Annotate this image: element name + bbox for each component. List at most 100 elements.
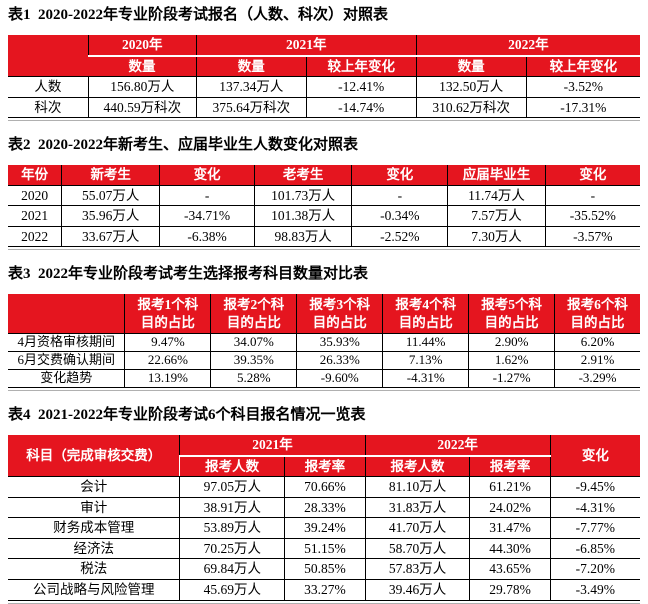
header-cell: 报考3个科目的占比 [296, 294, 383, 334]
data-cell: 53.89万人 [179, 517, 285, 539]
data-cell: 7.57万人 [447, 205, 546, 227]
data-cell: 33.27% [284, 578, 366, 601]
header-cell: 变化 [549, 435, 640, 477]
data-cell: 9.47% [124, 333, 211, 353]
header-cell: 报考率 [469, 455, 551, 477]
data-cell: 39.24% [284, 517, 366, 539]
data-cell: -4.31% [382, 369, 469, 389]
header-cell: 数量 [88, 55, 197, 77]
data-cell: 70.25万人 [179, 537, 285, 560]
data-cell: 61.21% [469, 476, 551, 498]
header-cell: 报考率 [284, 455, 366, 477]
data-cell: 2.90% [468, 333, 555, 353]
row-label: 税法 [8, 558, 180, 580]
header-cell: 2020年 [87, 35, 197, 57]
table-row: 2020 55.07万人 - 101.73万人 - 11.74万人 - [8, 184, 640, 207]
data-cell: 98.83万人 [253, 225, 352, 248]
header-cell: 数量 [415, 55, 527, 77]
table4-year-row: 科目（完成审核交费） 2021年 2022年 变化 [8, 435, 640, 477]
data-cell: 50.85% [284, 558, 366, 580]
data-cell: 156.80万人 [87, 76, 197, 98]
data-cell: 34.07% [210, 333, 297, 353]
data-cell: 38.91万人 [179, 496, 285, 519]
row-label: 2020 [8, 184, 62, 207]
data-cell: -9.45% [549, 476, 640, 498]
data-cell: -3.52% [525, 76, 640, 98]
data-cell: 1.62% [468, 351, 555, 371]
header-cell: 2021年 [179, 435, 366, 457]
data-cell: -3.57% [544, 225, 640, 248]
table2-title: 表2 2020-2022年新考生、应届毕业生人数变化对照表 [8, 137, 358, 154]
data-cell: 35.93% [296, 333, 383, 353]
header-cell: 年份 [8, 165, 62, 186]
header-cell: 变化 [544, 165, 640, 186]
table-row: 2021 35.96万人 -34.71% 101.38万人 -0.34% 7.5… [8, 205, 640, 227]
data-cell: 22.66% [124, 351, 211, 371]
data-cell: - [351, 184, 448, 207]
data-cell: 39.46万人 [364, 578, 470, 601]
table3-wrap: 报考1个科目的占比 报考2个科目的占比 报考3个科目的占比 报考4个科目的占比 … [8, 294, 640, 392]
data-cell: 45.69万人 [179, 578, 285, 601]
header-cell: 变化 [159, 165, 255, 186]
table2-header-row: 年份 新考生 变化 老考生 变化 应届毕业生 变化 [8, 165, 640, 186]
data-cell: -34.71% [159, 205, 255, 227]
data-cell: 101.73万人 [253, 184, 352, 207]
header-cell: 科目（完成审核交费） [8, 435, 180, 477]
header-cell: 2022年 [364, 435, 551, 457]
table-row: 审计 38.91万人 28.33% 31.83万人 24.02% -4.31% [8, 496, 640, 519]
table4-wrap: 科目（完成审核交费） 2021年 2022年 变化 报考人数 报考率 报考人数 … [8, 435, 640, 604]
table3-title: 表3 2022年专业阶段考试考生选择报考科目数量对比表 [8, 266, 369, 283]
data-cell: - [159, 184, 255, 207]
row-label: 审计 [8, 496, 180, 519]
table1-section: 表1 2020-2022年专业阶段考试报名（人数、科次）对照表 2020年 20… [8, 6, 640, 122]
table1-subheader-row: 数量 数量 较上年变化 数量 较上年变化 [8, 55, 640, 77]
table-row: 4月资格审核期间 9.47% 34.07% 35.93% 11.44% 2.90… [8, 333, 640, 353]
data-cell: 375.64万科次 [195, 96, 307, 119]
data-cell: 55.07万人 [61, 184, 160, 207]
table4-subheader-row: 报考人数 报考率 报考人数 报考率 [8, 455, 640, 477]
header-cell: 数量 [195, 55, 307, 77]
data-cell: 11.44% [382, 333, 469, 353]
data-cell: -3.49% [549, 578, 640, 601]
data-cell: 43.65% [469, 558, 551, 580]
table-row: 人数 156.80万人 137.34万人 -12.41% 132.50万人 -3… [8, 76, 640, 98]
row-label: 6月交费确认期间 [8, 351, 125, 371]
table-row: 经济法 70.25万人 51.15% 58.70万人 44.30% -6.85% [8, 537, 640, 560]
row-label: 财务成本管理 [8, 517, 180, 539]
table2-wrap: 年份 新考生 变化 老考生 变化 应届毕业生 变化 2020 55.07万人 -… [8, 165, 640, 251]
table4-section: 表4 2021-2022年专业阶段考试6个科目报名情况一览表 科目（完成审核交费… [8, 406, 640, 604]
data-cell: 97.05万人 [179, 476, 285, 498]
data-cell: 5.28% [210, 369, 297, 389]
table-row: 2022 33.67万人 -6.38% 98.83万人 -2.52% 7.30万… [8, 225, 640, 248]
data-cell: -14.74% [305, 96, 417, 119]
table3-header-row: 报考1个科目的占比 报考2个科目的占比 报考3个科目的占比 报考4个科目的占比 … [8, 294, 640, 334]
header-cell: 应届毕业生 [447, 165, 546, 186]
table-row: 科次 440.59万科次 375.64万科次 -14.74% 310.62万科次… [8, 96, 640, 119]
data-cell: 39.35% [210, 351, 297, 371]
data-cell: -6.85% [549, 537, 640, 560]
data-cell: 51.15% [284, 537, 366, 560]
data-cell: -7.77% [549, 517, 640, 539]
data-cell: 440.59万科次 [87, 96, 197, 119]
table1: 2020年 2021年 2022年 数量 数量 较上年变化 数量 较上年变化 人… [8, 35, 640, 119]
header-cell: 报考5个科目的占比 [468, 294, 555, 334]
row-label: 变化趋势 [8, 369, 125, 389]
header-cell: 新考生 [61, 165, 160, 186]
data-cell: 310.62万科次 [415, 96, 527, 119]
header-cell: 报考人数 [179, 455, 285, 477]
data-cell: -9.60% [296, 369, 383, 389]
table-row: 会计 97.05万人 70.66% 81.10万人 61.21% -9.45% [8, 476, 640, 498]
data-cell: -12.41% [305, 76, 417, 98]
header-cell: 较上年变化 [525, 55, 640, 77]
table-row: 公司战略与风险管理 45.69万人 33.27% 39.46万人 29.78% … [8, 578, 640, 601]
header-cell: 变化 [351, 165, 448, 186]
table3-section: 表3 2022年专业阶段考试考生选择报考科目数量对比表 报考1个科目的占比 报考… [8, 265, 640, 392]
data-cell: 81.10万人 [364, 476, 470, 498]
table1-corner-cell [8, 35, 89, 77]
data-cell: 57.83万人 [364, 558, 470, 580]
table-row: 税法 69.84万人 50.85% 57.83万人 43.65% -7.20% [8, 558, 640, 580]
table1-year-row: 2020年 2021年 2022年 [8, 35, 640, 77]
header-cell: 较上年变化 [305, 55, 417, 77]
header-cell: 2022年 [415, 35, 640, 57]
data-cell: 101.38万人 [253, 205, 352, 227]
